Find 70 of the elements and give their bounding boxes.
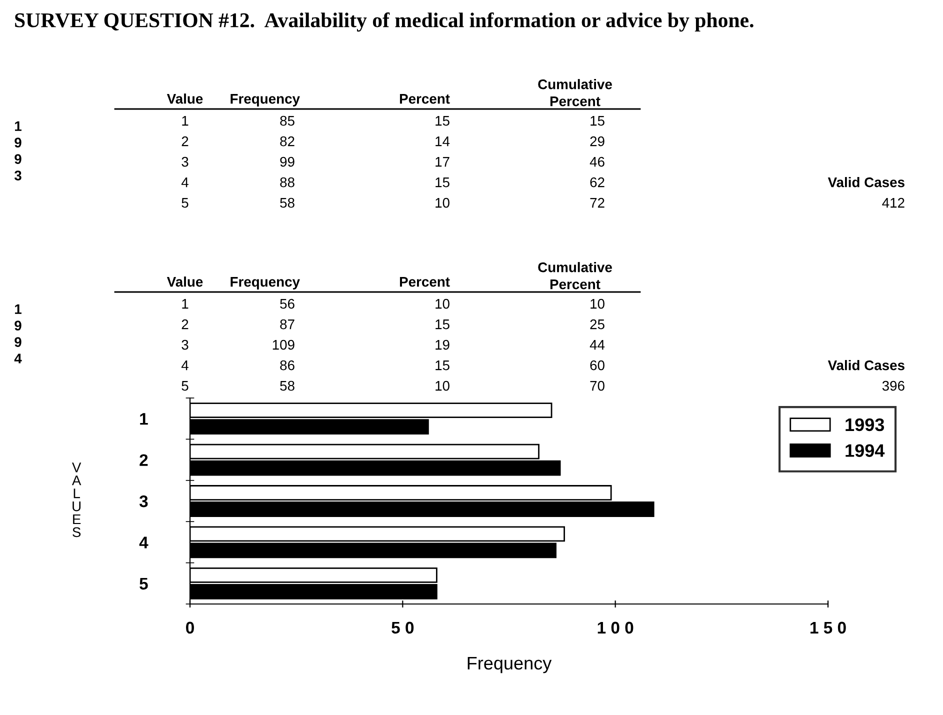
text: 58 bbox=[280, 198, 294, 208]
text: 1 bbox=[15, 304, 22, 314]
x-axis-title: Frequency bbox=[468, 657, 552, 674]
text: 10 bbox=[590, 298, 604, 309]
text: 62 bbox=[590, 177, 604, 188]
text: 15 bbox=[436, 320, 450, 330]
text: Valid Cases bbox=[828, 360, 904, 370]
text: 10 bbox=[436, 380, 450, 391]
x-tick-label: 1 0 0 bbox=[598, 622, 634, 634]
text: 82 bbox=[280, 136, 294, 146]
text: 2 bbox=[182, 319, 188, 330]
text: 5 bbox=[182, 198, 188, 208]
text: 72 bbox=[590, 198, 604, 208]
text: 14 bbox=[436, 136, 450, 146]
text: 4 bbox=[181, 360, 188, 370]
y-tick-label: 2 bbox=[140, 454, 148, 466]
text: 3 bbox=[182, 156, 188, 167]
text: Valid Cases bbox=[828, 177, 904, 188]
text: Frequency bbox=[230, 94, 300, 106]
text: 2 bbox=[182, 136, 188, 146]
text: 15 bbox=[436, 116, 450, 126]
text: 4 bbox=[14, 354, 22, 364]
text: 25 bbox=[590, 319, 604, 330]
text: 15 bbox=[436, 360, 450, 370]
text: 15 bbox=[590, 116, 604, 126]
text: 87 bbox=[280, 319, 294, 330]
text: 1993 bbox=[14, 121, 22, 180]
text: 29 bbox=[590, 136, 604, 146]
text: 396 bbox=[882, 380, 904, 391]
text: Percent bbox=[400, 94, 450, 104]
text: Value bbox=[166, 94, 203, 104]
text: 1 bbox=[182, 299, 188, 309]
text: 109 bbox=[272, 340, 294, 350]
x-tick-label: 0 bbox=[186, 622, 194, 634]
text: 3 bbox=[182, 340, 188, 350]
y-axis-title: VALUES bbox=[72, 462, 82, 538]
text: 1 bbox=[182, 116, 188, 126]
text: Cumulative Percent bbox=[538, 262, 612, 290]
text: 5 bbox=[182, 381, 188, 391]
text: 15 bbox=[436, 178, 450, 188]
text: Percent bbox=[400, 277, 450, 287]
x-tick-label: 1 5 0 bbox=[810, 622, 846, 634]
text: 70 bbox=[590, 380, 604, 391]
legend-label: 1994 bbox=[846, 444, 885, 457]
y-tick-label: 4 bbox=[139, 536, 148, 548]
text: 88 bbox=[280, 177, 294, 188]
x-tick-label: 5 0 bbox=[392, 622, 414, 634]
text: 86 bbox=[280, 360, 294, 370]
text: Cumulative Percent bbox=[538, 79, 612, 106]
text: 19 bbox=[436, 340, 450, 350]
text: 60 bbox=[590, 360, 604, 370]
text: 56 bbox=[280, 298, 294, 309]
text: 10 bbox=[436, 298, 450, 309]
text: 85 bbox=[280, 116, 294, 126]
text: 17 bbox=[436, 157, 450, 167]
text: 412 bbox=[882, 198, 904, 208]
text: 44 bbox=[590, 340, 605, 350]
text: 4 bbox=[181, 178, 188, 188]
y-tick-label: 5 bbox=[140, 578, 148, 590]
chart-title: SURVEY QUESTION #12. Availability of medical information or advice by phone. bbox=[15, 12, 754, 32]
text: 99 bbox=[14, 320, 22, 347]
y-tick-label: 3 bbox=[139, 495, 148, 508]
legend-label: 1993 bbox=[846, 418, 884, 432]
text: 10 bbox=[436, 198, 450, 208]
text: 58 bbox=[280, 380, 294, 391]
text: Frequency bbox=[230, 277, 300, 290]
text: 46 bbox=[590, 156, 604, 167]
y-tick-label: 1 bbox=[140, 413, 148, 425]
text: Value bbox=[166, 276, 203, 287]
text: 99 bbox=[280, 156, 294, 167]
